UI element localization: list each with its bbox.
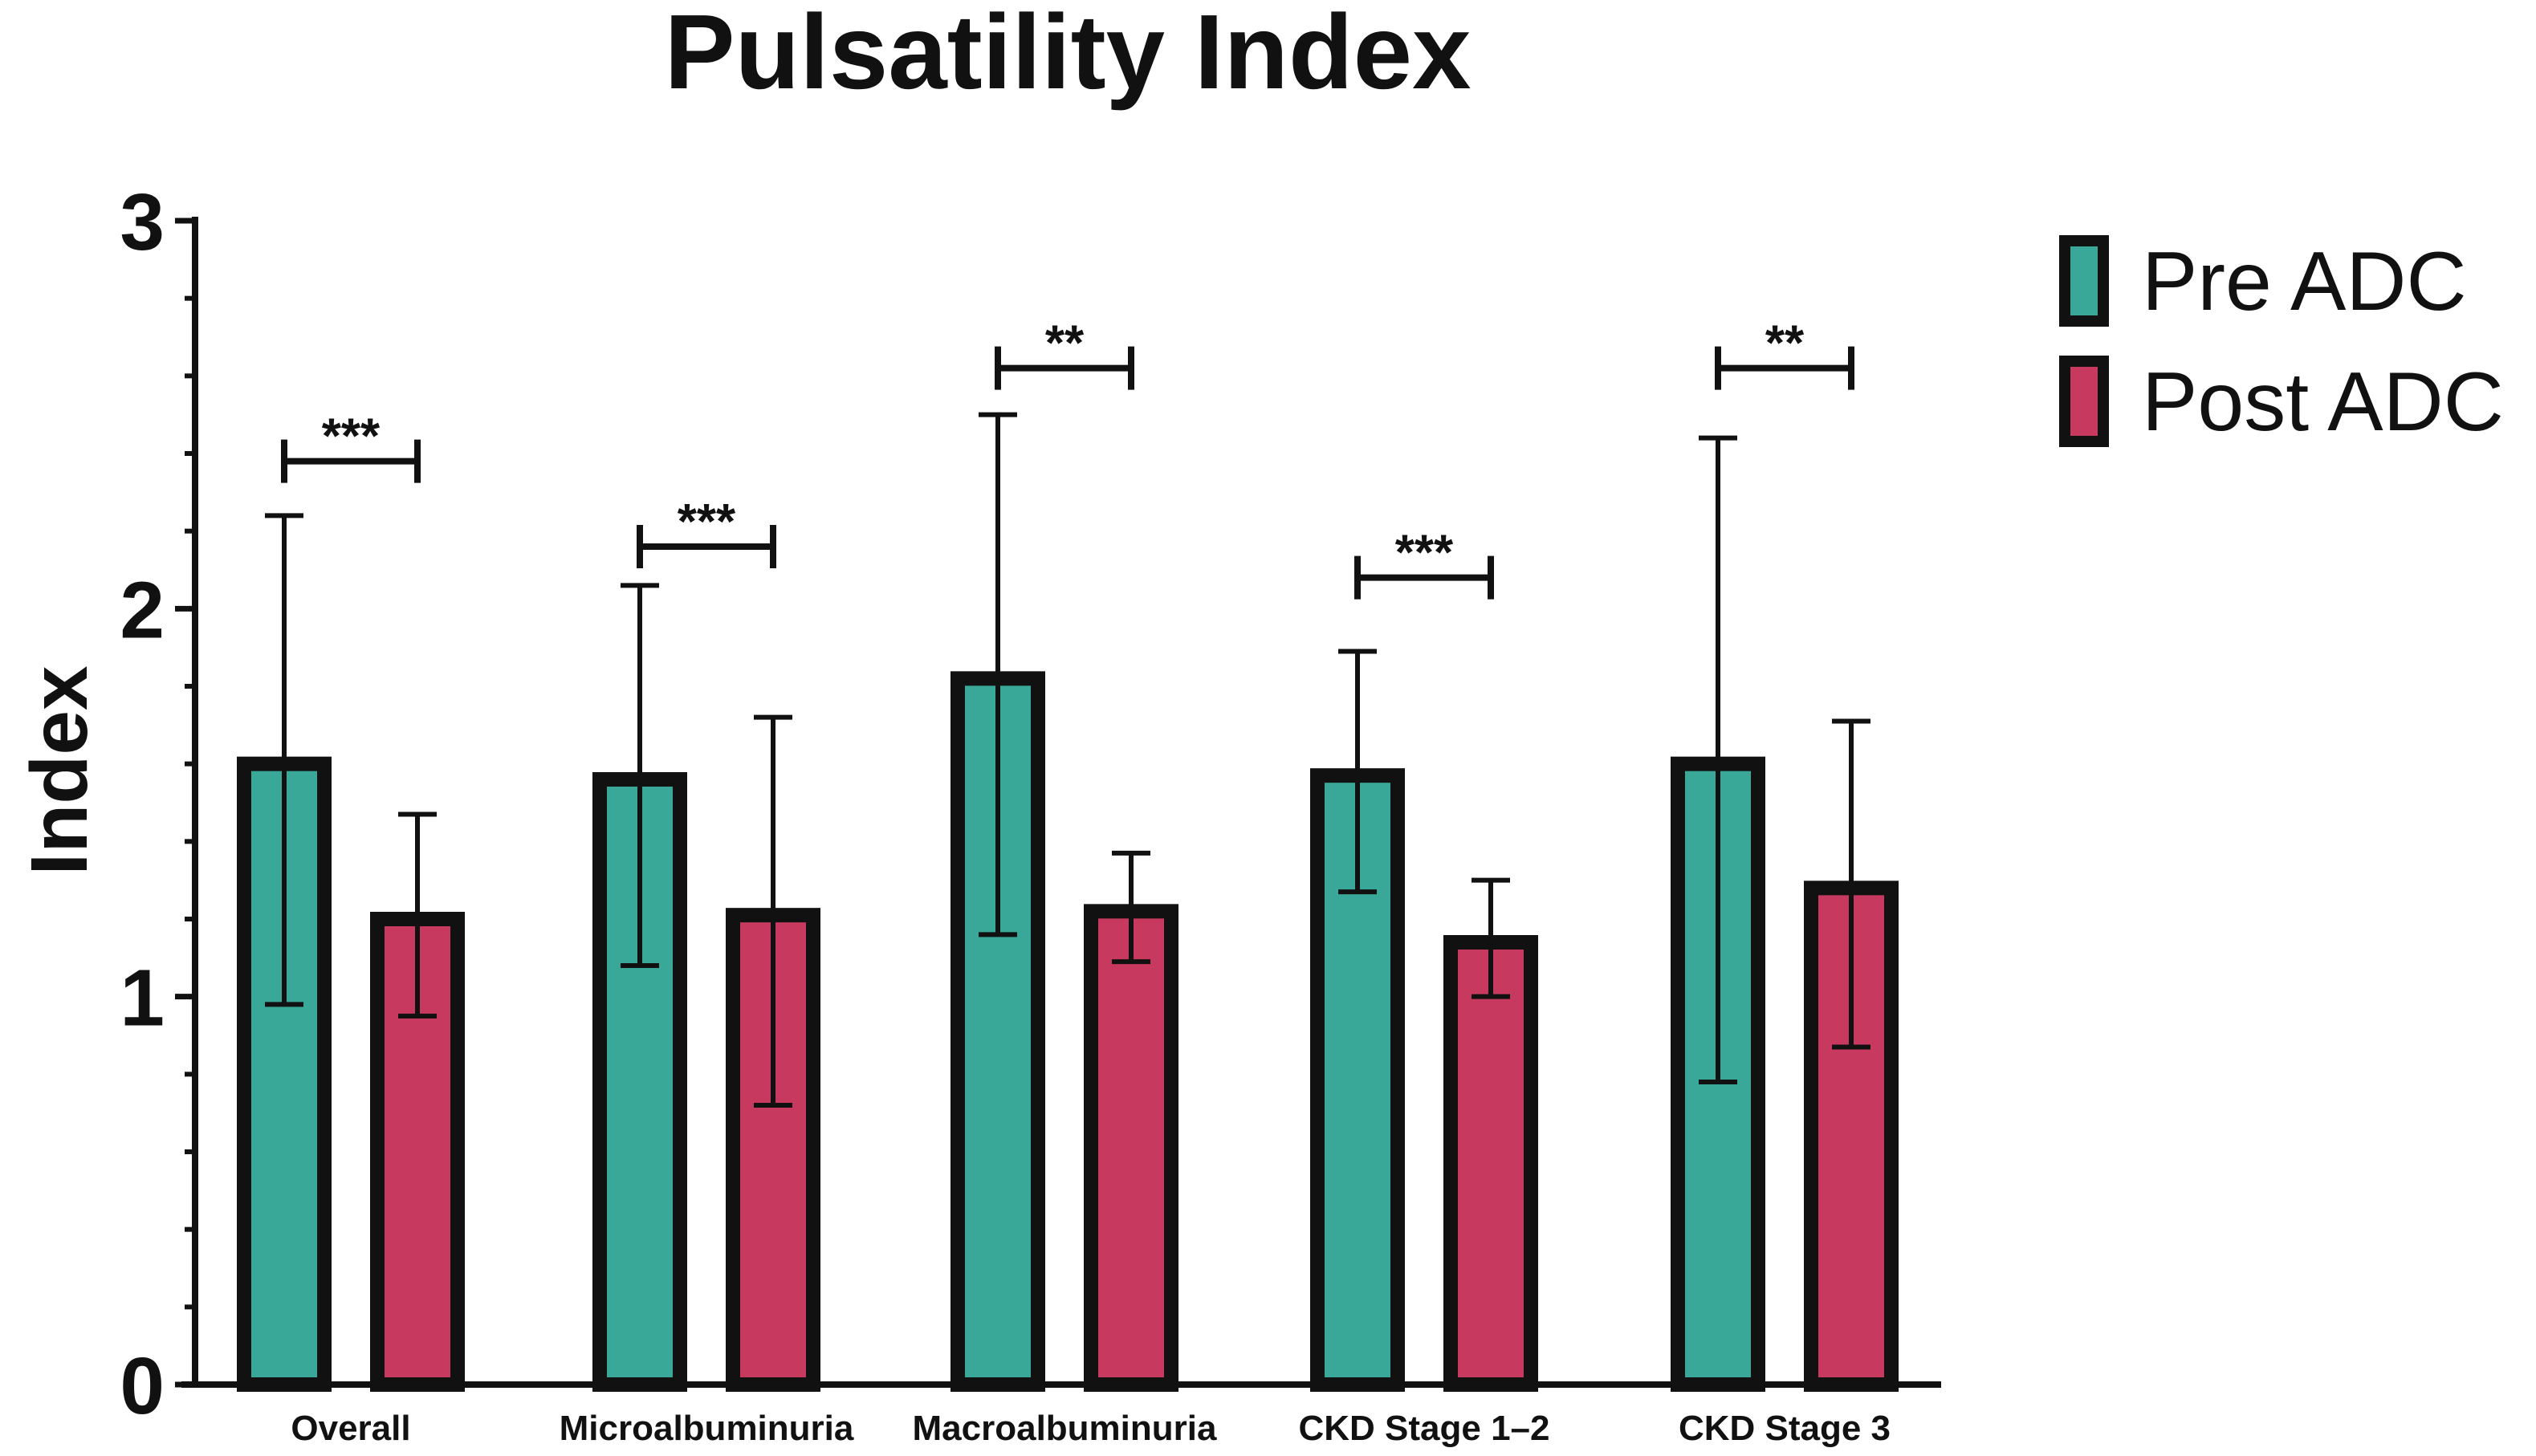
- significance-label: ***: [1395, 526, 1454, 581]
- x-tick-label: CKD Stage 1–2: [1298, 1409, 1549, 1448]
- legend-swatch-pre-adc: [2059, 235, 2109, 327]
- bar-post-adc: [1084, 904, 1178, 1393]
- x-tick-label: Macroalbuminuria: [913, 1409, 1217, 1448]
- legend: Pre ADC Post ADC: [2059, 235, 2504, 449]
- x-tick-label: Overall: [291, 1409, 410, 1448]
- legend-swatch-post-adc: [2059, 356, 2109, 447]
- significance-label: **: [1765, 316, 1805, 372]
- chart-title: Pulsatility Index: [665, 0, 1472, 111]
- significance-label: ***: [322, 409, 381, 465]
- y-axis-ticks: 0 1 2 3: [120, 177, 195, 1431]
- legend-label-pre-adc: Pre ADC: [2142, 235, 2467, 328]
- y-tick-label: 0: [120, 1341, 165, 1431]
- x-tick-label: CKD Stage 3: [1679, 1409, 1891, 1448]
- bars: [237, 671, 1899, 1393]
- y-tick-label: 3: [120, 177, 165, 267]
- x-tick-label: Microalbuminuria: [560, 1409, 854, 1448]
- legend-label-post-adc: Post ADC: [2142, 356, 2504, 449]
- significance-label: **: [1045, 316, 1085, 372]
- y-axis-label: Index: [14, 665, 104, 875]
- y-tick-label: 1: [120, 954, 165, 1043]
- x-tick-labels: Overall Microalbuminuria Macroalbuminuria C…: [291, 1409, 1891, 1448]
- significance-label: ***: [678, 494, 736, 550]
- significance-brackets: *************: [281, 316, 1854, 600]
- y-tick-label: 2: [120, 565, 165, 655]
- bar-post-adc: [1443, 935, 1538, 1392]
- error-bars: [265, 412, 1870, 1108]
